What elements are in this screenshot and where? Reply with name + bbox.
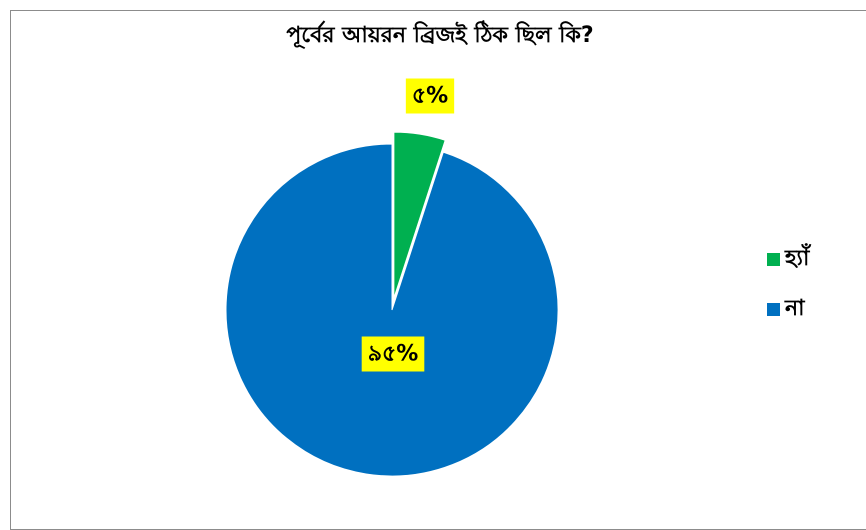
pie-chart: ৫% ৯৫% — [225, 78, 559, 477]
legend-swatch-yes — [767, 252, 780, 266]
data-label-text-0: ৫% — [412, 84, 448, 109]
data-label-0: ৫% — [405, 78, 455, 114]
pie-slice-1 — [225, 143, 559, 477]
legend-item-no: না — [767, 296, 809, 322]
data-label-bg-0 — [405, 78, 455, 114]
legend-swatch-no — [767, 302, 780, 316]
legend: হ্যাঁ না — [767, 246, 809, 346]
legend-label-yes: হ্যাঁ — [785, 245, 810, 271]
pie-slice-0 — [393, 131, 446, 299]
legend-label-no: না — [785, 295, 805, 321]
data-label-text-1: ৯৫% — [368, 342, 419, 367]
data-label-1: ৯৫% — [361, 336, 425, 372]
data-label-bg-1 — [361, 336, 425, 372]
chart-title: পূর্বের আয়রন ব্রিজই ঠিক ছিল কি? — [286, 23, 594, 48]
legend-item-yes: হ্যাঁ — [767, 246, 809, 272]
